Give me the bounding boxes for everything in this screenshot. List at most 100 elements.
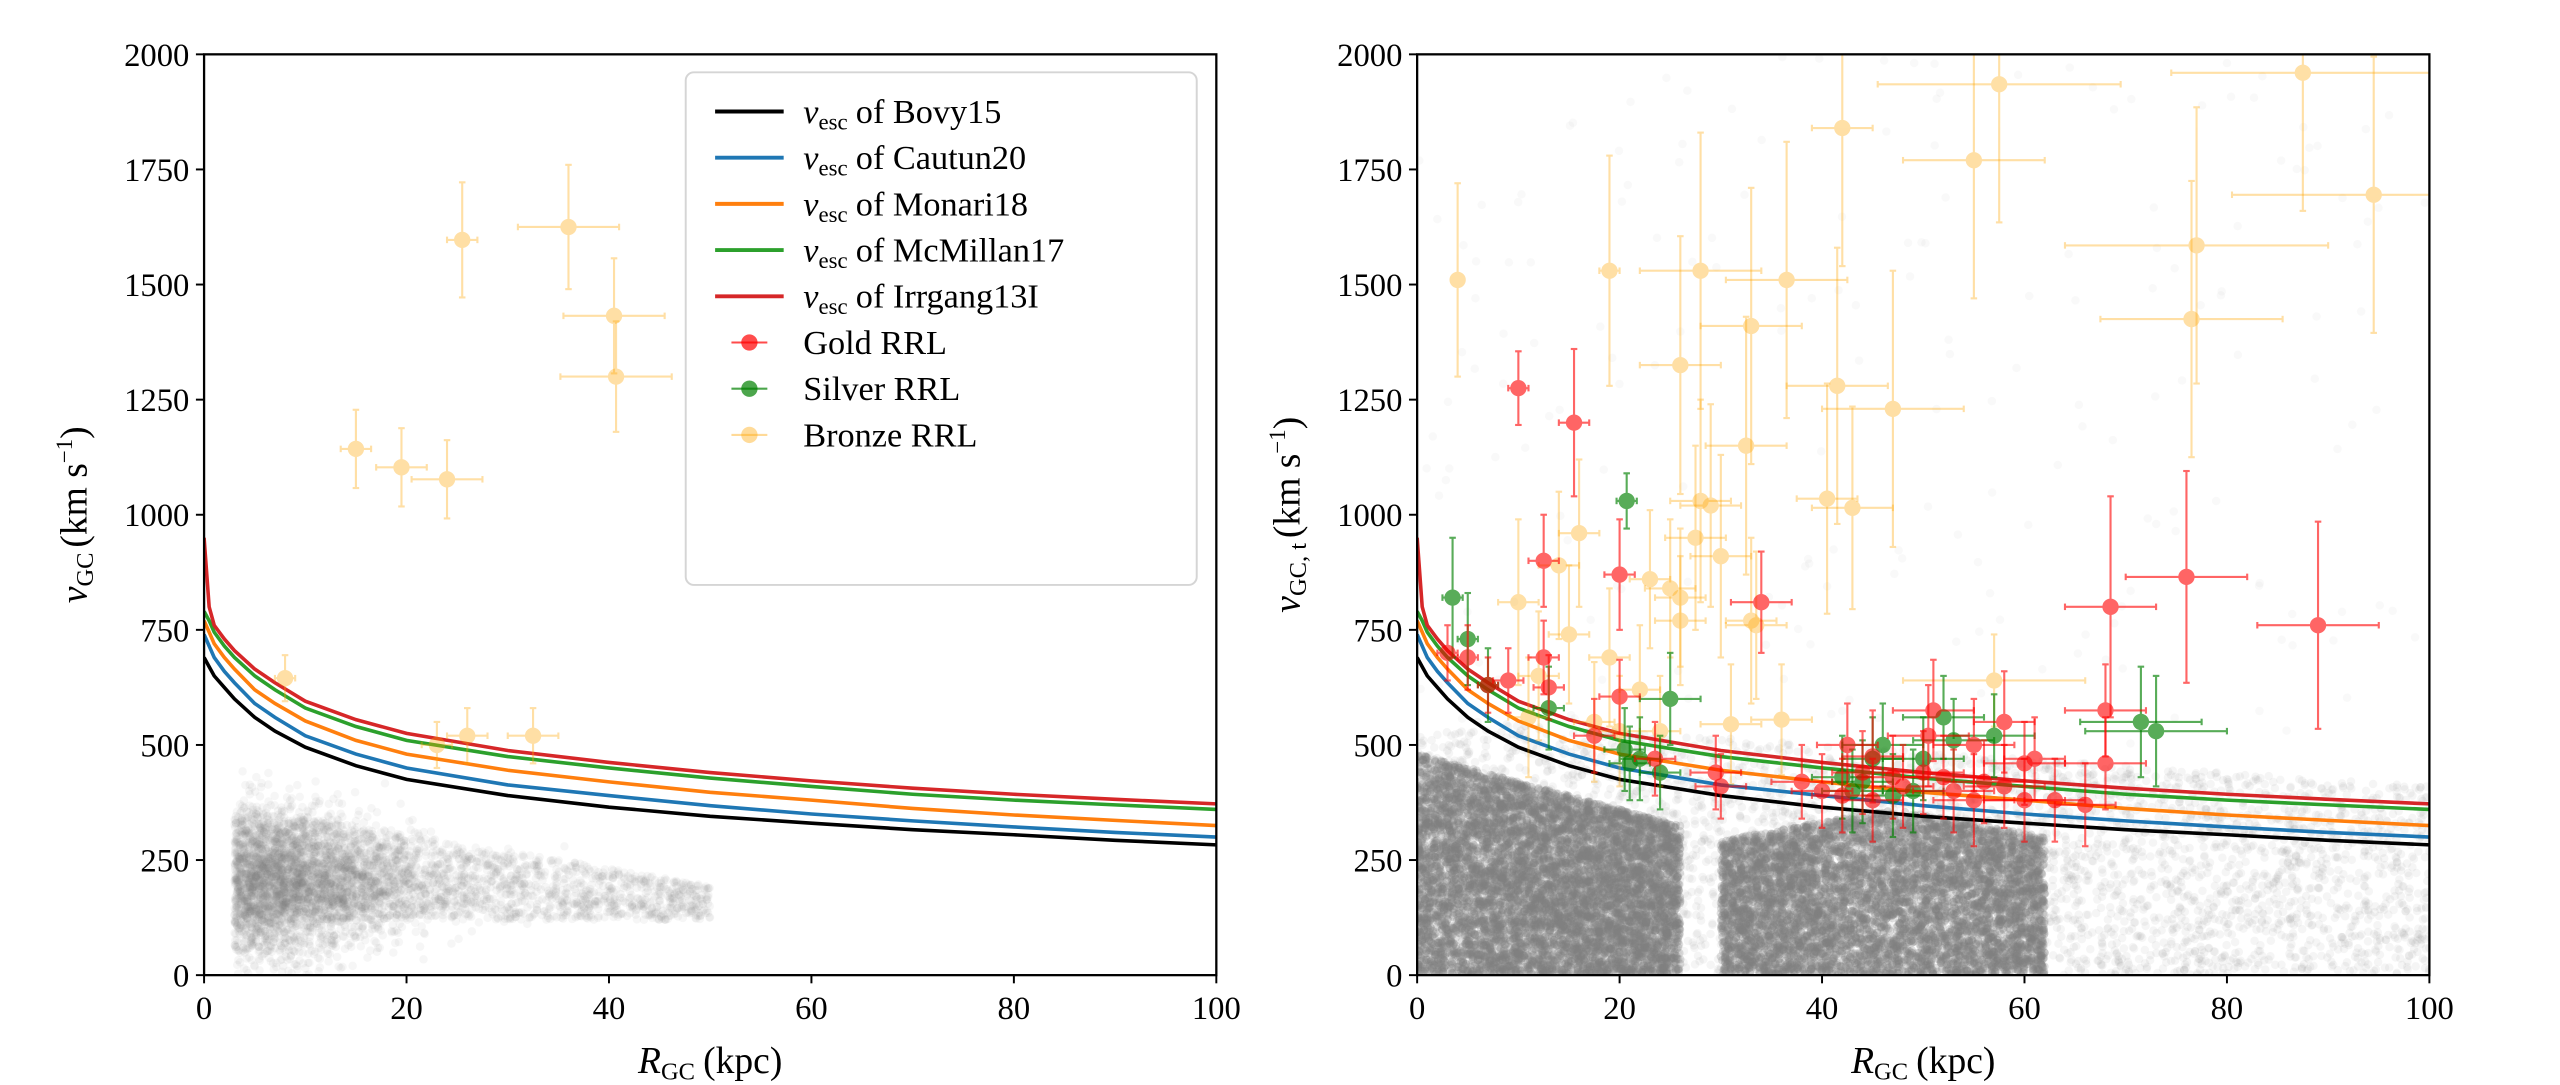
background-star: [420, 907, 429, 916]
background-star: [454, 854, 464, 864]
background-star: [330, 894, 340, 903]
background-star: [252, 864, 262, 874]
background-star: [269, 862, 278, 872]
background-star: [309, 896, 318, 906]
background-star: [230, 849, 240, 858]
background-star: [243, 838, 253, 848]
background-star: [230, 838, 240, 847]
background-star: [293, 868, 302, 878]
background-star: [251, 809, 261, 819]
background-star: [275, 928, 285, 937]
background-star: [491, 851, 500, 861]
background-star: [334, 862, 343, 872]
background-star: [346, 851, 356, 860]
background-star: [280, 902, 290, 912]
background-star: [433, 871, 442, 880]
background-star: [277, 850, 286, 860]
background-star: [357, 843, 366, 852]
background-star: [260, 864, 269, 874]
background-star: [375, 886, 384, 895]
background-star: [319, 903, 328, 912]
background-star: [334, 900, 343, 909]
background-star: [340, 932, 349, 942]
background-star: [274, 889, 283, 898]
background-star: [366, 843, 375, 853]
background-star: [401, 913, 410, 923]
background-star: [503, 853, 512, 863]
background-star: [240, 830, 249, 839]
background-star: [291, 855, 301, 865]
background-star: [309, 856, 319, 866]
background-star: [373, 943, 383, 953]
background-star: [265, 929, 274, 938]
background-star: [364, 871, 373, 881]
background-star: [312, 845, 322, 854]
background-star: [295, 932, 305, 941]
background-star: [346, 841, 356, 851]
background-star: [372, 849, 381, 858]
background-star: [283, 912, 292, 921]
background-star: [281, 887, 290, 897]
background-star: [233, 877, 242, 886]
background-star: [307, 902, 317, 911]
background-star: [609, 912, 618, 922]
background-star: [234, 892, 244, 901]
background-star: [242, 826, 251, 836]
background-star: [264, 909, 273, 918]
background-star: [277, 803, 286, 812]
background-star: [255, 837, 264, 847]
background-star: [285, 878, 294, 887]
background-star: [340, 922, 350, 932]
background-star: [318, 874, 327, 884]
background-star: [321, 846, 330, 855]
background-star: [294, 869, 303, 879]
background-star: [372, 807, 382, 817]
background-star: [426, 827, 436, 836]
background-star: [364, 825, 374, 835]
background-star: [693, 885, 702, 895]
background-star: [301, 821, 311, 830]
background-star: [307, 855, 316, 864]
background-star: [399, 878, 408, 888]
background-star: [293, 909, 302, 918]
background-star: [333, 790, 342, 799]
background-star: [381, 855, 391, 865]
background-star: [301, 904, 311, 914]
background-star: [360, 878, 369, 887]
background-star: [350, 855, 360, 864]
background-star: [294, 844, 304, 854]
background-star: [304, 880, 313, 889]
background-star: [268, 883, 278, 893]
background-star: [365, 870, 374, 879]
background-star: [241, 902, 251, 912]
background-star: [238, 801, 247, 811]
background-star: [275, 870, 285, 879]
background-star: [231, 919, 240, 928]
background-star: [247, 933, 256, 942]
background-star: [309, 911, 319, 921]
background-star: [242, 813, 251, 823]
background-star: [436, 877, 445, 886]
background-star: [256, 888, 266, 897]
background-star: [248, 878, 257, 888]
background-star: [370, 902, 380, 911]
background-star: [453, 876, 463, 885]
background-star: [246, 857, 255, 866]
background-star: [358, 868, 368, 878]
background-star: [270, 882, 280, 891]
background-star: [241, 838, 250, 847]
background-star: [236, 891, 246, 901]
background-star: [287, 908, 296, 917]
background-star: [334, 904, 343, 914]
background-star: [309, 919, 319, 929]
background-star: [254, 947, 264, 956]
background-star: [260, 920, 269, 930]
background-star: [270, 884, 279, 893]
background-star: [260, 873, 270, 882]
background-star: [328, 900, 338, 909]
background-star: [290, 904, 299, 913]
background-star: [404, 879, 413, 889]
background-star: [320, 846, 330, 856]
background-star: [418, 884, 428, 894]
background-star: [308, 887, 317, 896]
